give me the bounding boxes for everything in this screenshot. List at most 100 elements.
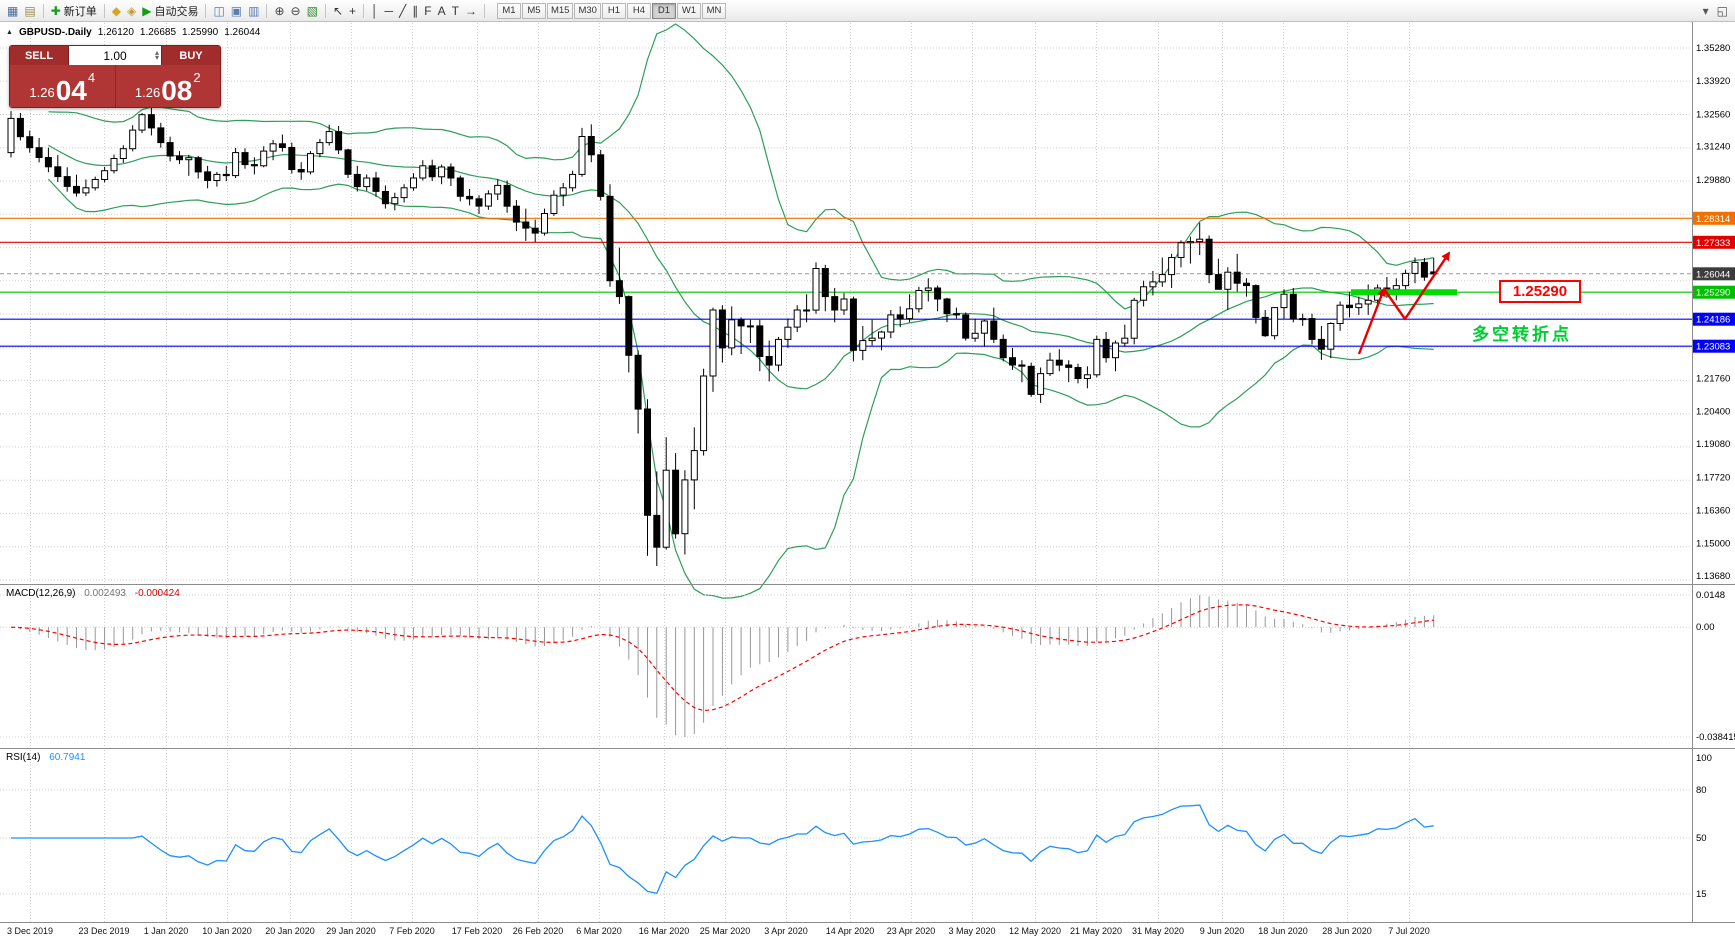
price-scale-label: 1.35280: [1696, 43, 1730, 54]
svg-text:23 Dec 2019: 23 Dec 2019: [78, 926, 129, 936]
timeframe-h4-button[interactable]: H4: [626, 2, 651, 19]
trendline-button[interactable]: ╱: [396, 2, 409, 20]
svg-text:7 Feb 2020: 7 Feb 2020: [389, 926, 435, 936]
buy-button[interactable]: BUY: [162, 46, 220, 65]
arrow-objects-button[interactable]: →: [462, 2, 480, 20]
rsi-scale-label: 15: [1696, 889, 1707, 900]
indicators-icon: ▧: [306, 3, 318, 18]
volume-down-icon[interactable]: ▾: [154, 52, 159, 62]
metaeditor-button[interactable]: ◆: [109, 2, 124, 20]
channel-button[interactable]: ∥: [409, 2, 421, 20]
price-tag-text: 1.26044: [1696, 269, 1730, 280]
horizontal-level-lines[interactable]: [0, 217, 1692, 347]
new-order-button[interactable]: ✚ 新订单: [48, 2, 100, 20]
svg-text:7 Jul 2020: 7 Jul 2020: [1388, 926, 1430, 936]
autotrading-label: 自动交易: [154, 5, 199, 18]
cascade-windows-button[interactable]: ▣: [228, 2, 245, 20]
indicators-button[interactable]: ▧: [304, 2, 321, 20]
price-tag-box: [1693, 312, 1735, 326]
time-axis-labels[interactable]: 3 Dec 2019 23 Dec 2019 1 Jan 2020 10 Jan 20…: [7, 926, 1430, 936]
one-click-trading-panel: SELL ▴ ▾ BUY 1.26 04 4 1.26 08 2: [9, 45, 221, 108]
price-scale-label: 1.31240: [1696, 142, 1730, 153]
svg-text:3 Apr 2020: 3 Apr 2020: [764, 926, 808, 936]
cascade-windows-icon: ▣: [230, 3, 243, 18]
timeframe-m5-button[interactable]: M5: [521, 2, 546, 19]
bollinger-bands: [47, 23, 1434, 599]
svg-text:3 Dec 2019: 3 Dec 2019: [7, 926, 53, 936]
svg-text:1 Jan 2020: 1 Jan 2020: [144, 926, 189, 936]
price-scale-label: 1.32560: [1696, 110, 1730, 121]
tile-windows-button[interactable]: ◫: [210, 2, 227, 20]
trend-arrow[interactable]: [1357, 287, 1386, 355]
rsi-scale-label: 100: [1696, 753, 1712, 764]
trendline-icon: ╱: [399, 3, 407, 18]
profiles-button[interactable]: ▤: [21, 2, 38, 20]
arrange-windows-button[interactable]: ▥: [245, 2, 262, 20]
price-scale-label: 1.15000: [1696, 539, 1730, 550]
toolbar-options-button[interactable]: ▾: [1700, 2, 1712, 20]
ask-big-digits: 08: [161, 74, 193, 106]
price-tag-text: 1.28314: [1696, 214, 1730, 225]
volume-input[interactable]: [69, 46, 161, 65]
turning-point-label[interactable]: 多空转折点: [1472, 325, 1572, 344]
timeframe-d1-button[interactable]: D1: [651, 2, 676, 19]
arrow-objects-icon: →: [464, 3, 477, 18]
svg-text:21 May 2020: 21 May 2020: [1070, 926, 1122, 936]
market-icon: ◈: [126, 3, 137, 18]
autotrading-icon: ▶: [142, 3, 152, 18]
autotrading-button[interactable]: ▶ 自动交易: [139, 2, 201, 20]
volume-spinner: ▴ ▾: [155, 46, 159, 65]
timeframe-mn-button[interactable]: MN: [701, 2, 726, 19]
price-scale[interactable]: 1.35280 1.33920 1.32560 1.31240 1.29880 1.217…: [1693, 43, 1735, 582]
horizontal-line-button[interactable]: ─: [382, 2, 397, 20]
sell-button[interactable]: SELL: [10, 46, 68, 65]
vertical-line-button[interactable]: │: [368, 2, 382, 20]
fibonacci-button[interactable]: F: [421, 2, 434, 20]
timeframe-h1-button[interactable]: H1: [601, 2, 626, 19]
bid-price[interactable]: 1.26 04 4: [10, 65, 115, 107]
svg-text:14 Apr 2020: 14 Apr 2020: [826, 926, 875, 936]
macd-header: MACD(12,26,9) 0.002493 -0.000424: [6, 588, 180, 599]
price-scale-label: 1.17720: [1696, 472, 1730, 483]
cursor-button[interactable]: ↖: [330, 2, 346, 20]
ohlc-open: 1.26120: [97, 27, 134, 38]
price-tag-box: [1693, 211, 1735, 225]
toolbar-left: ▦ ▤ ✚ 新订单 ◆ ◈ ▶ 自动交易 ◫ ▣ ▥ ⊕ ⊖ ▧ ↖ + │ ─ ╱ ∥ F A T →: [4, 2, 489, 20]
expand-panel-icon[interactable]: ▲: [6, 29, 13, 36]
macd-signal-line: [10, 604, 1434, 712]
rsi-panel-resize-handle[interactable]: [0, 745, 1735, 751]
macd-panel-resize-handle[interactable]: [0, 581, 1735, 587]
zoom-out-button[interactable]: ⊖: [288, 2, 304, 20]
price-tag-label[interactable]: 1.25290: [1499, 280, 1581, 303]
drawing-objects[interactable]: [1351, 251, 1457, 355]
toolbar-separator: [363, 3, 365, 18]
text-label-button[interactable]: T: [449, 2, 462, 20]
toolbar-separator: [266, 3, 268, 18]
text-button[interactable]: A: [435, 2, 449, 20]
zoom-in-button[interactable]: ⊕: [271, 2, 287, 20]
crosshair-button[interactable]: +: [346, 2, 359, 20]
ohlc-low: 1.25990: [182, 27, 219, 38]
ask-price[interactable]: 1.26 08 2: [116, 65, 221, 107]
trend-arrow[interactable]: [1383, 251, 1451, 321]
macd-histogram: [19, 595, 1435, 737]
svg-text:29 Jan 2020: 29 Jan 2020: [326, 926, 376, 936]
toolbar-separator: [42, 3, 44, 18]
rsi-header: RSI(14) 60.7941: [6, 752, 85, 763]
volume-up-icon[interactable]: ▴: [154, 48, 159, 58]
toolbar: ▦ ▤ ✚ 新订单 ◆ ◈ ▶ 自动交易 ◫ ▣ ▥ ⊕ ⊖ ▧ ↖ + │ ─ ╱ ∥ F A T → M1 M5 M15 M30…: [0, 0, 1735, 22]
horizontal-line-icon: ─: [384, 3, 394, 18]
rsi-scale-label: 50: [1696, 833, 1707, 844]
text-label-icon: T: [451, 3, 459, 18]
market-button[interactable]: ◈: [124, 2, 139, 20]
timeframe-m30-button[interactable]: M30: [574, 2, 601, 19]
price-scale-label: 1.16360: [1696, 506, 1730, 517]
docking-button[interactable]: ◱: [1714, 2, 1731, 20]
price-scale-label: 1.13680: [1696, 571, 1730, 582]
new-chart-button[interactable]: ▦: [4, 2, 21, 20]
timeframe-m15-button[interactable]: M15: [546, 2, 574, 19]
timeframe-w1-button[interactable]: W1: [676, 2, 701, 19]
timeframe-m1-button[interactable]: M1: [496, 2, 521, 19]
toolbar-right: ▾ ◱: [1700, 2, 1731, 20]
